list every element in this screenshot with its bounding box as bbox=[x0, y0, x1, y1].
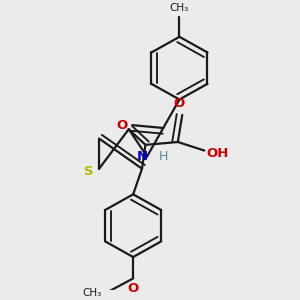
Text: H: H bbox=[159, 150, 168, 163]
Text: CH₃: CH₃ bbox=[82, 288, 102, 298]
Text: O: O bbox=[128, 282, 139, 295]
Text: O: O bbox=[116, 118, 128, 132]
Text: S: S bbox=[84, 165, 94, 178]
Text: N: N bbox=[137, 150, 148, 163]
Text: CH₃: CH₃ bbox=[170, 3, 189, 13]
Text: OH: OH bbox=[207, 147, 229, 160]
Text: O: O bbox=[174, 97, 185, 110]
